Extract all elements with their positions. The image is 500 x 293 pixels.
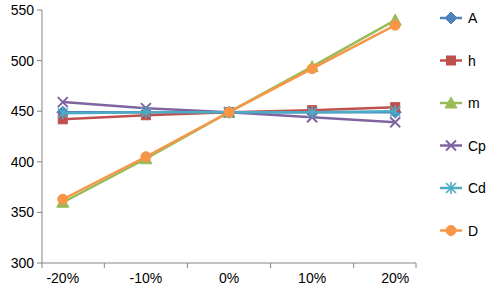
y-tick-label: 550 [11,2,35,18]
data-point [58,97,68,107]
y-tick [37,212,42,213]
legend-marker [446,226,456,236]
legend-label: A [468,10,478,26]
data-point [390,117,400,127]
x-tick-label: 0% [219,270,239,286]
x-tick [187,263,188,268]
legend-item: h [440,53,476,69]
legend-label: D [468,223,478,239]
x-tick [104,263,105,268]
series-line [63,102,395,122]
data-point [141,152,151,162]
data-point [141,106,151,118]
legend-marker [445,97,457,108]
legend-label: m [468,95,480,111]
x-tick [353,263,354,268]
plot-area [57,14,401,207]
y-tick-label: 300 [11,255,35,271]
legend-item: Cp [440,138,486,154]
series-line [63,107,395,119]
data-point [223,106,235,117]
legend-label: Cd [468,180,486,196]
series-line [63,25,395,199]
data-point [307,106,317,118]
x-tick [416,263,417,268]
x-tick-label: 10% [298,270,326,286]
legend-item: A [440,10,478,26]
x-axis [42,263,416,264]
data-point [58,107,68,119]
y-tick-label: 400 [11,154,35,170]
x-tick-label: 20% [381,270,409,286]
legend-label: Cp [468,138,486,154]
legend-item: m [440,95,480,111]
data-point [390,20,400,30]
series-line [63,20,395,202]
y-axis [42,10,43,263]
y-tick [37,60,42,61]
x-tick-label: -20% [46,270,79,286]
x-tick-label: -10% [130,270,163,286]
data-point [224,106,234,118]
y-tick-label: 350 [11,204,35,220]
y-tick-label: 450 [11,103,35,119]
y-tick [37,111,42,112]
y-tick [37,161,42,162]
chart-svg: 300 350 400 450 500 550 -20% -10% 0% 10% 20% Ah m Cp C… [0,0,500,293]
legend-item: D [440,223,478,239]
legend-label: h [468,53,476,69]
y-tick [37,10,42,11]
y-tick-label: 500 [11,53,35,69]
data-point [390,105,400,117]
data-point [224,107,234,117]
data-point [224,107,234,117]
legend-marker [446,182,456,194]
data-point [58,194,68,204]
legend-marker [445,12,457,24]
chart-container: 300 350 400 450 500 550 -20% -10% 0% 10% 20% Ah m Cp C… [0,0,500,293]
data-point [223,106,235,118]
data-point [225,108,234,117]
legend-marker [446,141,456,151]
legend-item: Cd [440,180,486,196]
x-tick [270,263,271,268]
y-tick [37,263,42,264]
x-tick [42,263,43,268]
legend-marker [447,56,456,65]
data-point [307,64,317,74]
